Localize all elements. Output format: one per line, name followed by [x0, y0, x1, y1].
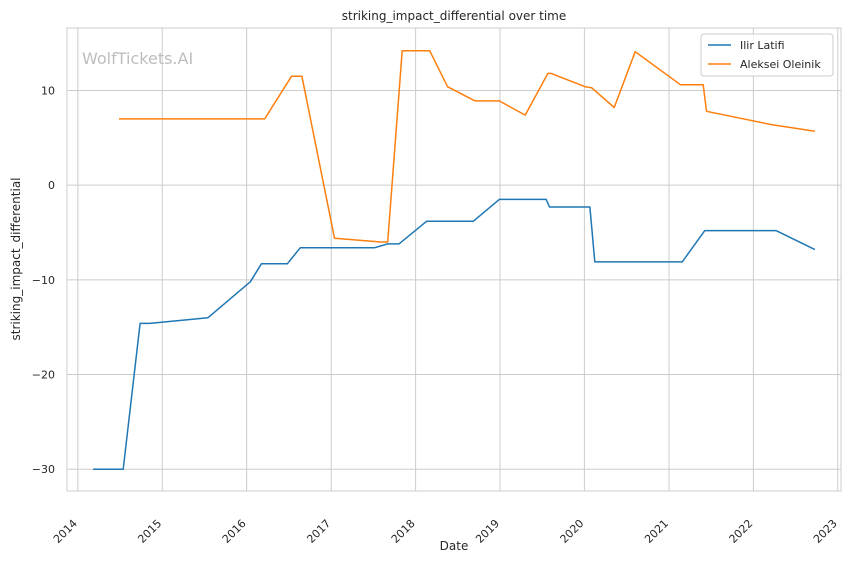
y-tick-label: −10: [32, 274, 55, 287]
x-tick-label: 2021: [642, 517, 671, 546]
series-line-1: [93, 198, 816, 470]
x-tick-label: 2014: [51, 517, 80, 546]
y-tick-label: −30: [32, 463, 55, 476]
x-tick-label: 2022: [727, 517, 756, 546]
x-tick-label: 2018: [389, 517, 418, 546]
legend-label: Ilir Latifi: [740, 39, 785, 52]
x-axis-title: Date: [440, 539, 469, 553]
x-tick-label: 2015: [135, 517, 164, 546]
y-tick-label: −20: [32, 369, 55, 382]
grid: [67, 28, 841, 491]
x-tick-label: 2023: [811, 517, 840, 546]
y-tick-label: 10: [41, 84, 55, 97]
series-line-2: [119, 49, 816, 243]
series-layer: [93, 49, 816, 470]
x-tick-label: 2019: [473, 517, 502, 546]
x-tick-label: 2016: [220, 517, 249, 546]
y-axis-ticks: −30 −20 −10 0 10: [32, 84, 55, 476]
chart-title: striking_impact_differential over time: [342, 9, 567, 23]
legend-label: Aleksei Oleinik: [740, 58, 821, 71]
legend: Ilir Latifi Aleksei Oleinik: [700, 33, 834, 77]
legend-box: [700, 33, 834, 77]
watermark: WolfTickets.AI: [82, 49, 193, 68]
y-axis-title: striking_impact_differential: [9, 177, 23, 340]
plot-area: [66, 27, 842, 492]
x-tick-label: 2020: [558, 517, 587, 546]
x-tick-label: 2017: [304, 517, 333, 546]
y-tick-label: 0: [48, 179, 55, 192]
